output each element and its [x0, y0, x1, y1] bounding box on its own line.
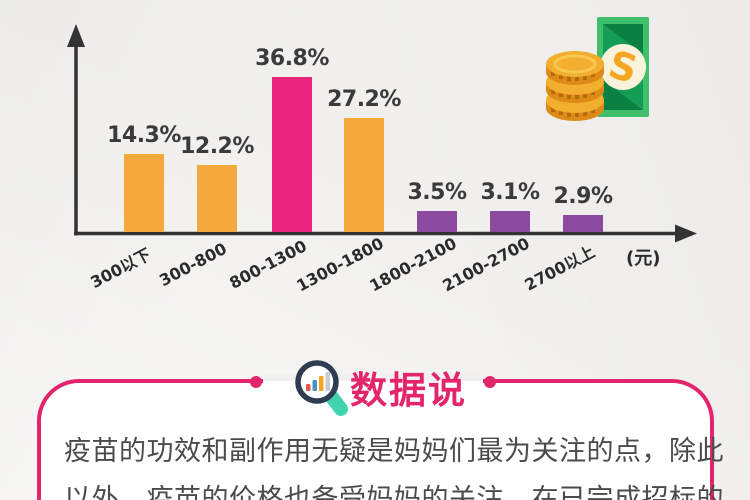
panel-body-line1: 疫苗的功效和副作用无疑是妈妈们最为关注的点，除此 — [64, 436, 724, 467]
panel-title: 数据说 — [350, 369, 467, 412]
bar-value-label: 27.2% — [327, 87, 401, 112]
data-note-panel — [37, 379, 714, 500]
title-right-dot-icon — [484, 376, 496, 388]
panel-body-line2: 以外，疫苗的价格也备受妈妈的关注，在已完成招标的 — [64, 484, 724, 500]
bar-value-label: 3.1% — [480, 180, 540, 205]
bar — [417, 211, 457, 232]
bar — [197, 165, 237, 232]
bar-value-label: 12.2% — [180, 134, 254, 159]
bar — [563, 215, 603, 232]
magnifier-bar-chart-icon — [295, 360, 348, 416]
bar-value-label: 3.5% — [407, 180, 467, 205]
bar — [490, 211, 530, 232]
panel-body-text: 疫苗的功效和副作用无疑是妈妈们最为关注的点，除此 以外，疫苗的价格也备受妈妈的关… — [64, 428, 724, 500]
bar-value-label: 2.9% — [553, 184, 613, 209]
x-axis-unit-label: (元) — [626, 248, 661, 269]
title-left-dot-icon — [250, 376, 262, 388]
coins-and-banknote-icon: S — [546, 17, 649, 121]
bar-value-label: 14.3% — [107, 123, 181, 148]
bar — [272, 77, 312, 232]
bar-value-label: 36.8% — [255, 46, 329, 71]
chart-axes — [67, 24, 697, 243]
x-axis-arrow-icon — [675, 224, 697, 243]
bar — [344, 118, 384, 232]
y-axis-arrow-icon — [67, 24, 85, 47]
bar — [124, 154, 164, 232]
